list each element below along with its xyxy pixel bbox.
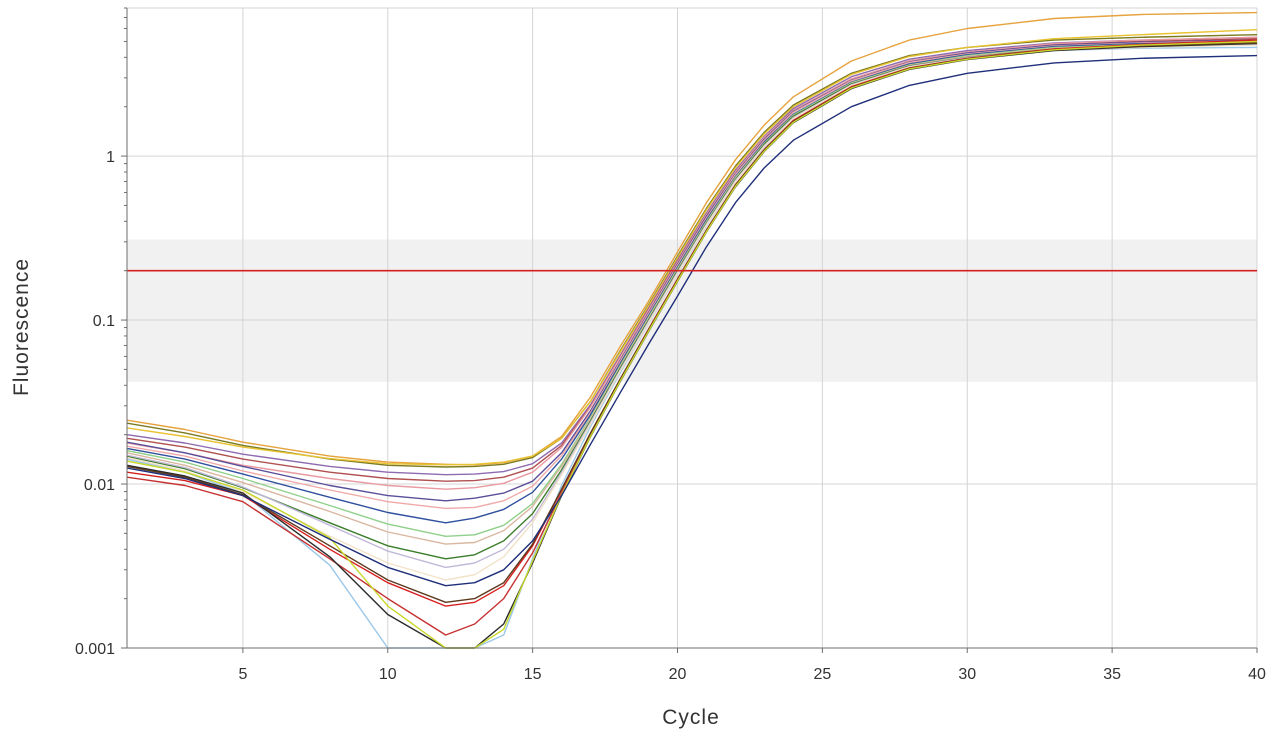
y-tick-label: 0.001 [75,641,115,658]
series-line-21 [126,54,1258,587]
y-tick-label: 0.1 [93,313,115,330]
y-tick-label: 1 [106,149,115,166]
threshold-band [127,239,1257,382]
x-axis-title: Cycle [662,706,720,729]
x-tick-label: 35 [1103,666,1121,683]
series-line-9 [126,40,1258,524]
series-line-1 [126,11,1258,466]
threshold-band-layer [127,239,1257,382]
series-layer [126,11,1258,649]
x-tick-label: 30 [958,666,976,683]
grid-layer [127,7,1258,649]
y-tick-label: 0.01 [84,477,115,494]
series-line-20 [126,40,1258,649]
series-line-8 [126,40,1258,510]
series-line-3 [126,29,1258,466]
x-tick-label: 5 [238,666,247,683]
y-axis-title: Fluorescence [10,258,33,396]
series-line-15 [126,44,1258,581]
x-tick-label: 15 [524,666,542,683]
x-tick-label: 40 [1248,666,1266,683]
x-tick-label: 25 [813,666,831,683]
x-tick-label: 10 [379,666,397,683]
x-tick-label: 20 [669,666,687,683]
axis-layer: 5 10 15 20 25 30 35 40 0.001 0.01 0.1 1 [75,7,1266,683]
series-line-6 [126,36,1258,490]
